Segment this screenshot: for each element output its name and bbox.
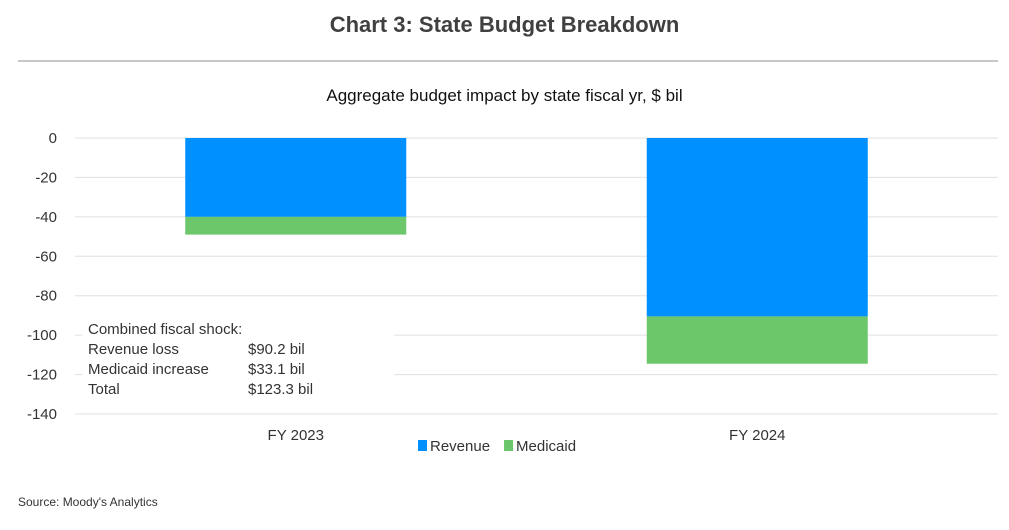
bar-medicaid (646, 316, 868, 364)
y-tick-label: -60 (35, 248, 57, 265)
annotation-box: Combined fiscal shock: Revenue loss $90.2… (82, 318, 394, 402)
title-divider (18, 60, 998, 62)
source-note: Source: Moody's Analytics (18, 495, 158, 509)
y-tick-label: -40 (35, 209, 57, 226)
x-tick-label: FY 2023 (268, 427, 324, 444)
annotation-value: $123.3 bil (248, 381, 314, 398)
legend-swatch-medicaid (504, 440, 514, 451)
chart-subtitle: Aggregate budget impact by state fiscal … (326, 86, 683, 105)
bar-revenue (185, 138, 407, 217)
y-tick-label: -20 (35, 169, 57, 186)
annotation-label: Medicaid increase (88, 361, 209, 378)
annotation-value: $90.2 bil (248, 341, 305, 358)
annotation-label: Revenue loss (88, 341, 179, 358)
y-tick-label: -80 (35, 288, 57, 305)
annotation-row: Medicaid increase $33.1 bil (88, 360, 388, 380)
legend-label-medicaid: Medicaid (516, 438, 576, 455)
legend-swatch-revenue (418, 440, 427, 451)
bar-medicaid (185, 216, 407, 235)
annotation-heading: Combined fiscal shock: (88, 321, 243, 338)
bar-revenue (646, 138, 868, 317)
annotation-value: $33.1 bil (248, 361, 305, 378)
annotation-label: Total (88, 381, 120, 398)
y-tick-label: -140 (27, 406, 57, 423)
annotation-row: Total $123.3 bil (88, 380, 388, 400)
y-tick-label: 0 (49, 130, 57, 147)
legend-label-revenue: Revenue (430, 438, 490, 455)
y-tick-label: -120 (27, 367, 57, 384)
chart-title: Chart 3: State Budget Breakdown (329, 12, 680, 37)
x-tick-label: FY 2024 (729, 427, 785, 444)
annotation-row: Revenue loss $90.2 bil (88, 340, 388, 360)
y-tick-label: -100 (27, 327, 57, 344)
